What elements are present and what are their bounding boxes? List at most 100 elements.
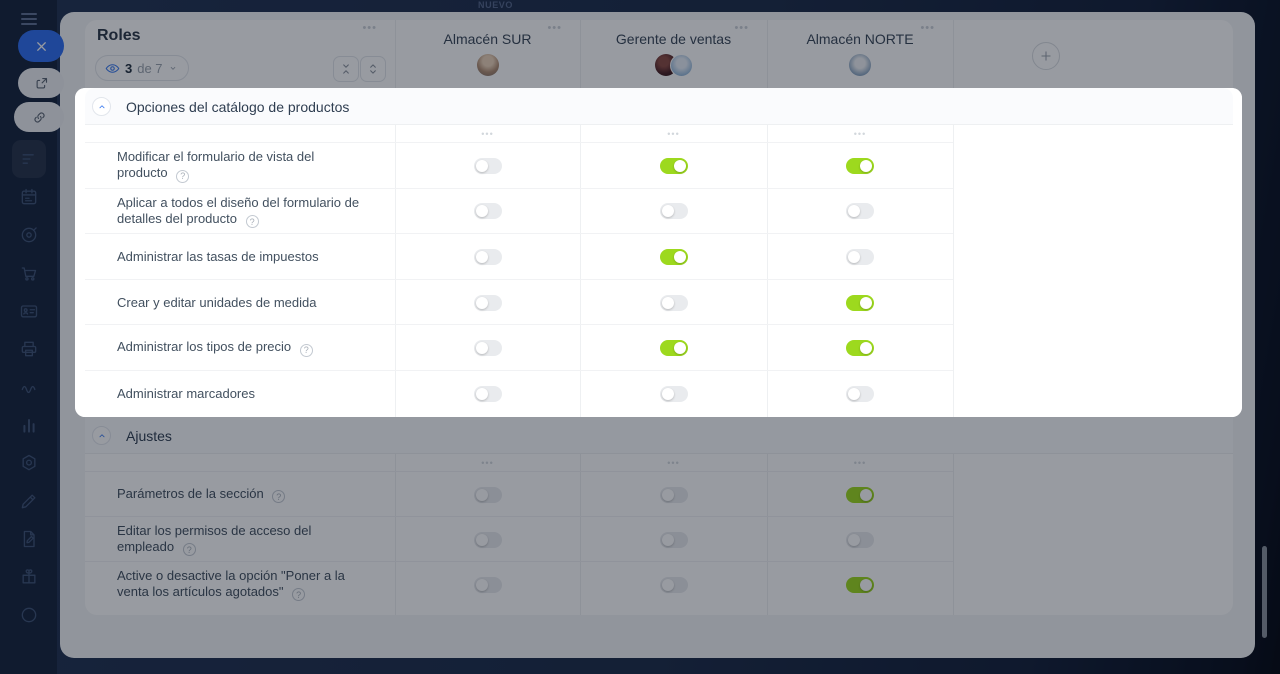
chevron-up-icon (99, 433, 104, 437)
permission-toggle[interactable] (846, 203, 874, 220)
chevron-down-icon (170, 66, 175, 70)
permission-row: Aplicar a todos el diseño del formulario… (85, 189, 1233, 235)
pencil-icon[interactable] (12, 482, 46, 520)
cell-menu-dots-icon[interactable]: ••• (481, 458, 494, 468)
help-icon[interactable]: ? (292, 588, 306, 602)
permission-toggle[interactable] (846, 385, 874, 402)
open-external-button[interactable] (18, 68, 64, 98)
waves-icon[interactable] (12, 368, 46, 406)
section-highlighted: Opciones del catálogo de productos ••• •••… (75, 88, 1242, 417)
permission-label: Crear y editar unidades de medida (117, 294, 317, 310)
help-icon[interactable]: ? (299, 343, 313, 357)
permission-toggle[interactable] (473, 531, 502, 548)
hamburger-menu-icon[interactable] (21, 13, 37, 25)
role-name: Almacén SUR (443, 31, 532, 47)
permission-label: Editar los permisos de acceso del emplea… (117, 522, 312, 557)
chevron-up-icon (99, 104, 104, 108)
target-icon[interactable] (12, 216, 46, 254)
section-header: Opciones del catálogo de productos (85, 88, 1233, 125)
avatar (849, 54, 871, 76)
role-name: Almacén NORTE (806, 31, 914, 47)
role-avatars (395, 54, 580, 76)
permission-toggle[interactable] (659, 531, 688, 548)
column-menu-dots-icon[interactable]: ••• (920, 22, 935, 34)
copy-link-icon (33, 111, 45, 123)
printer-icon[interactable] (12, 330, 46, 368)
section-dots-row: ••• ••• ••• (85, 125, 1233, 143)
permission-toggle[interactable] (846, 248, 874, 265)
vertical-scrollbar[interactable] (1262, 546, 1267, 638)
roles-visibility-filter[interactable]: 3 de 7 (95, 55, 189, 81)
permission-toggle[interactable] (659, 385, 688, 402)
permission-toggle[interactable] (473, 340, 502, 357)
roles-menu-dots-icon[interactable]: ••• (362, 22, 377, 34)
permission-toggle[interactable] (846, 340, 874, 357)
chart-icon[interactable] (12, 406, 46, 444)
section-dots-row: ••• ••• ••• (85, 454, 1233, 472)
cart-icon[interactable] (12, 254, 46, 292)
role-avatars (580, 54, 767, 77)
permission-toggle[interactable] (659, 294, 688, 311)
help-icon[interactable]: ? (182, 543, 196, 557)
permission-row: Administrar las tasas de impuestos (85, 234, 1233, 280)
cell-menu-dots-icon[interactable]: ••• (667, 458, 680, 468)
permission-toggle[interactable] (659, 203, 688, 220)
badge-icon[interactable] (12, 292, 46, 330)
role-column-header: ••• Gerente de ventas (580, 20, 767, 88)
permission-row: Administrar marcadores (85, 371, 1233, 417)
section-collapse-button[interactable] (92, 426, 111, 445)
table-header-row: ••• Roles 3 de 7 ••• Almacén SUR ••• Gerent… (85, 20, 1233, 88)
filter-icon[interactable] (11, 140, 46, 178)
page-title: Roles (97, 27, 141, 44)
add-role-button[interactable] (1032, 42, 1060, 70)
open-external-icon (36, 77, 47, 88)
permission-toggle[interactable] (846, 294, 874, 311)
help-icon[interactable]: ? (272, 490, 286, 504)
permission-toggle[interactable] (846, 486, 874, 503)
permission-toggle[interactable] (473, 203, 502, 220)
tour-close-button[interactable] (18, 30, 64, 62)
permission-toggle[interactable] (659, 486, 688, 503)
section-title: Opciones del catálogo de productos (126, 98, 350, 115)
calendar-icon[interactable] (12, 178, 46, 216)
permission-toggle[interactable] (846, 576, 874, 593)
copy-link-button[interactable] (14, 102, 64, 132)
cell-menu-dots-icon[interactable]: ••• (667, 129, 680, 139)
document-icon[interactable] (12, 520, 46, 558)
permission-toggle[interactable] (659, 157, 688, 174)
permission-toggle[interactable] (473, 248, 502, 265)
permission-toggle[interactable] (659, 576, 688, 593)
column-menu-dots-icon[interactable]: ••• (734, 22, 749, 34)
expand-vertical-icon (370, 64, 376, 74)
roles-header-cell: ••• Roles 3 de 7 (85, 20, 395, 88)
permission-toggle[interactable] (473, 576, 502, 593)
permission-label: Administrar las tasas de impuestos (117, 248, 319, 264)
help-icon[interactable]: ? (176, 169, 190, 183)
permission-toggle[interactable] (473, 294, 502, 311)
section: Ajustes ••• ••• ••• Parámetros de la sección… (85, 417, 1233, 615)
permission-row: Administrar los tipos de precio ? (85, 325, 1233, 371)
expand-all-button[interactable] (360, 56, 386, 82)
section-title: Ajustes (126, 427, 172, 444)
permission-toggle[interactable] (473, 385, 502, 402)
close-icon (36, 41, 46, 51)
total-roles-label: de 7 (137, 60, 163, 76)
column-menu-dots-icon[interactable]: ••• (547, 22, 562, 34)
permission-toggle[interactable] (473, 486, 502, 503)
permission-toggle[interactable] (846, 157, 874, 174)
section-collapse-button[interactable] (92, 97, 111, 116)
permission-toggle[interactable] (473, 157, 502, 174)
nut-icon[interactable] (12, 444, 46, 482)
permission-toggle[interactable] (846, 531, 874, 548)
permission-toggle[interactable] (659, 248, 688, 265)
help-icon[interactable]: ? (245, 215, 259, 229)
permission-toggle[interactable] (659, 340, 688, 357)
circle-icon[interactable] (12, 596, 46, 634)
collapse-all-button[interactable] (333, 56, 359, 82)
cell-menu-dots-icon[interactable]: ••• (481, 129, 494, 139)
cell-menu-dots-icon[interactable]: ••• (853, 458, 867, 468)
roles-permissions-card: ••• Roles 3 de 7 ••• Almacén SUR ••• Gerent… (75, 20, 1242, 615)
gift-icon[interactable] (12, 558, 46, 596)
permission-label: Aplicar a todos el diseño del formulario… (117, 194, 360, 229)
cell-menu-dots-icon[interactable]: ••• (853, 129, 867, 139)
